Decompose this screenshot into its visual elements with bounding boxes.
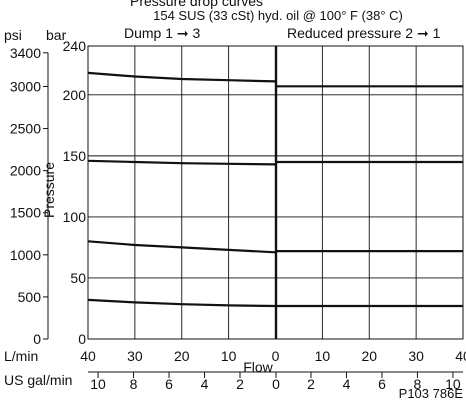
lmin-tick-label: 20 bbox=[174, 348, 190, 364]
lmin-tick-label: 40 bbox=[80, 348, 96, 364]
gpm-tick-label: 4 bbox=[201, 376, 209, 392]
bar-tick-label: 200 bbox=[63, 87, 87, 103]
chart-subtitle: 154 SUS (33 cSt) hyd. oil @ 100° F (38° … bbox=[153, 8, 403, 23]
bar-tick-label: 150 bbox=[63, 148, 87, 164]
lmin-tick-label: 20 bbox=[361, 348, 377, 364]
lmin-tick-label: 0 bbox=[272, 348, 280, 364]
psi-tick-label: 2500 bbox=[10, 121, 41, 137]
grid-lines bbox=[88, 46, 463, 339]
lmin-tick-label: 30 bbox=[127, 348, 143, 364]
psi-tick-label: 2000 bbox=[10, 163, 41, 179]
bar-tick-label: 0 bbox=[78, 331, 86, 347]
reduced-section-label: Reduced pressure 2 ➞ 1 bbox=[287, 25, 441, 41]
dump-curve bbox=[87, 298, 276, 308]
figure-code: P103 786E bbox=[399, 386, 464, 401]
gpm-tick-label: 10 bbox=[445, 376, 461, 392]
psi-axis: 0 500 1000 1500 2000 2500 3000 3400 bbox=[10, 45, 49, 347]
dump-curve bbox=[87, 240, 276, 254]
chart-title: Pressure drop curves bbox=[130, 0, 263, 9]
psi-tick-label: 1000 bbox=[10, 247, 41, 263]
gpm-tick-label: 4 bbox=[343, 376, 351, 392]
pressure-curves bbox=[87, 71, 463, 308]
bar-tick-label: 50 bbox=[70, 270, 86, 286]
psi-tick-label: 3400 bbox=[10, 45, 41, 61]
gpm-tick-label: 8 bbox=[130, 376, 138, 392]
lmin-tick-label: 30 bbox=[408, 348, 424, 364]
gpm-tick-label: 2 bbox=[307, 376, 315, 392]
y-unit-psi: psi bbox=[4, 27, 22, 43]
gpm-tick-label: 6 bbox=[378, 376, 386, 392]
psi-tick-label: 0 bbox=[33, 331, 41, 347]
gpm-axis: 10 8 6 4 2 0 2 4 6 8 10 bbox=[90, 372, 461, 392]
gpm-tick-label: 0 bbox=[272, 376, 280, 392]
x-axis-label: Flow bbox=[243, 359, 273, 375]
x-unit-lmin: L/min bbox=[4, 348, 38, 364]
bar-tick-label: 240 bbox=[63, 38, 87, 54]
lmin-tick-label: 10 bbox=[315, 348, 331, 364]
psi-tick-label: 1500 bbox=[10, 205, 41, 221]
gpm-tick-label: 6 bbox=[165, 376, 173, 392]
lmin-tick-label: 10 bbox=[221, 348, 237, 364]
gpm-tick-label: 8 bbox=[414, 376, 422, 392]
dump-curve bbox=[87, 71, 276, 83]
y-axis-label: Pressure bbox=[41, 162, 57, 218]
gpm-tick-label: 10 bbox=[90, 376, 106, 392]
bar-axis: 0 50 100 150 200 240 bbox=[63, 38, 87, 347]
y-unit-bar: bar bbox=[46, 27, 67, 43]
dump-section-label: Dump 1 ➞ 3 bbox=[124, 25, 201, 41]
lmin-tick-label: 40 bbox=[455, 348, 466, 364]
lmin-axis: 40 30 20 10 0 10 20 30 40 bbox=[80, 348, 466, 364]
x-unit-gpm: US gal/min bbox=[4, 372, 72, 388]
psi-tick-label: 3000 bbox=[10, 78, 41, 94]
psi-tick-label: 500 bbox=[18, 289, 42, 305]
gpm-tick-label: 2 bbox=[236, 376, 244, 392]
bar-tick-label: 100 bbox=[63, 209, 87, 225]
dump-curve bbox=[87, 159, 276, 166]
